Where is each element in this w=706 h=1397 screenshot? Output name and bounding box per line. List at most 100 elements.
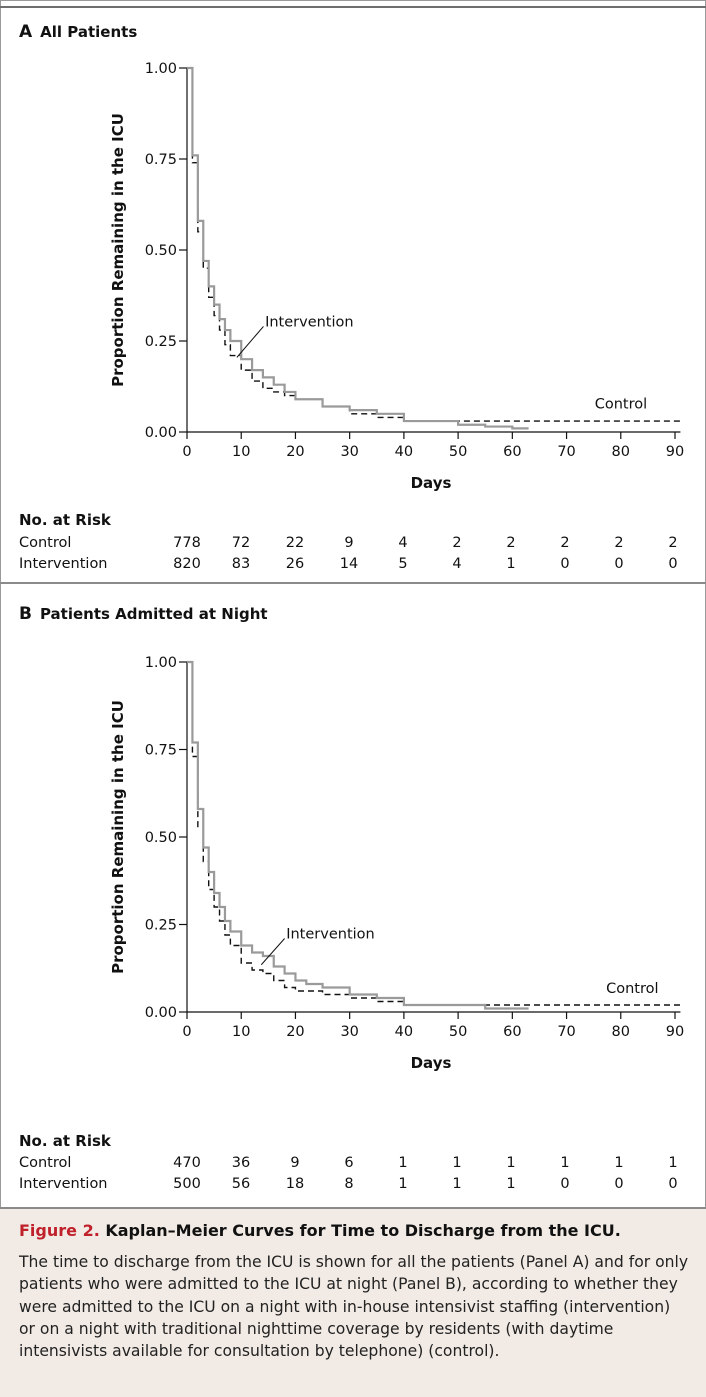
risk-value: 2	[668, 535, 678, 551]
risk-value: 6	[344, 1155, 354, 1171]
figure-label: Figure 2.	[19, 1221, 100, 1240]
risk-value: 72	[231, 535, 251, 551]
x-tick-label: 60	[503, 1024, 521, 1040]
top-rule	[0, 6, 706, 8]
y-axis-label: Proportion Remaining in the ICU	[109, 700, 127, 974]
y-tick-label: 0.75	[145, 152, 177, 168]
series-control-line	[187, 67, 681, 422]
x-tick-label: 0	[182, 1024, 191, 1040]
risk-row-label: Intervention	[19, 1176, 108, 1192]
x-tick-label: 0	[182, 444, 191, 460]
x-tick-label: 40	[395, 1024, 413, 1040]
risk-value: 0	[614, 556, 624, 572]
risk-value: 0	[668, 556, 678, 572]
risk-value: 2	[452, 535, 462, 551]
x-tick-label: 50	[449, 444, 467, 460]
risk-value: 778	[173, 535, 201, 551]
risk-value: 18	[285, 1176, 305, 1192]
caption-title: Figure 2. Kaplan–Meier Curves for Time t…	[19, 1221, 621, 1240]
risk-value: 83	[231, 556, 251, 572]
risk-value: 2	[560, 535, 570, 551]
risk-value: 0	[560, 556, 570, 572]
risk-value: 4	[452, 556, 462, 572]
panel-divider	[0, 582, 706, 584]
risk-value: 4	[398, 535, 408, 551]
risk-value: 1	[560, 1155, 570, 1171]
x-axis-label: Days	[411, 474, 452, 492]
risk-value: 36	[231, 1155, 251, 1171]
x-tick-label: 20	[286, 1024, 304, 1040]
x-tick-label: 90	[666, 1024, 684, 1040]
risk-value: 500	[173, 1176, 201, 1192]
risk-value: 5	[398, 556, 408, 572]
control-annotation: Control	[606, 981, 658, 997]
risk-value: 9	[344, 535, 354, 551]
y-tick-label: 0.75	[145, 743, 177, 759]
intervention-leader-line	[260, 938, 285, 966]
risk-value: 14	[339, 556, 359, 572]
panel-b-risk-row-intervention: Intervention 500 56 18 8 1 1 1 0 0 0	[19, 1176, 699, 1196]
risk-value: 1	[614, 1155, 624, 1171]
panel-a-risk-row-intervention: Intervention 820 83 26 14 5 4 1 0 0 0	[19, 556, 699, 576]
y-tick-label: 1.00	[145, 61, 177, 77]
x-tick-label: 70	[557, 1024, 575, 1040]
risk-value: 1	[398, 1155, 408, 1171]
risk-row-label: Control	[19, 535, 72, 551]
x-axis-label: Days	[411, 1054, 452, 1072]
figure-caption: Figure 2. Kaplan–Meier Curves for Time t…	[0, 1207, 706, 1397]
risk-value: 9	[290, 1155, 300, 1171]
risk-value: 1	[506, 556, 516, 572]
risk-value: 8	[344, 1176, 354, 1192]
risk-value: 22	[285, 535, 305, 551]
risk-value: 1	[506, 1155, 516, 1171]
caption-title-text: Kaplan–Meier Curves for Time to Discharg…	[105, 1221, 621, 1240]
panel-a-letter: A	[19, 22, 33, 42]
risk-value: 2	[614, 535, 624, 551]
risk-value: 1	[452, 1176, 462, 1192]
x-tick-label: 90	[666, 444, 684, 460]
panel-b-risk-header: No. at Risk	[19, 1132, 111, 1150]
panel-b-title-text: Patients Admitted at Night	[39, 605, 268, 623]
risk-value: 26	[285, 556, 305, 572]
risk-value: 0	[668, 1176, 678, 1192]
y-tick-label: 0.50	[145, 830, 177, 846]
panel-b-title: B Patients Admitted at Night	[19, 604, 268, 624]
risk-value: 1	[668, 1155, 678, 1171]
y-tick-label: 0.25	[145, 334, 177, 350]
chart-b: 0.00 0.25 0.50 0.75 1.00 0 10 20 30 40 50 60 70 80 90 D…	[109, 655, 684, 1072]
intervention-annotation: Intervention	[265, 314, 354, 330]
panel-a-title: A All Patients	[19, 22, 137, 42]
panel-b-letter: B	[19, 604, 32, 624]
panel-a-title-text: All Patients	[40, 23, 138, 41]
y-tick-label: 0.00	[145, 1005, 177, 1021]
risk-row-label: Control	[19, 1155, 72, 1171]
risk-value: 1	[398, 1176, 408, 1192]
intervention-leader-line	[236, 326, 264, 358]
x-tick-label: 80	[612, 444, 630, 460]
y-tick-label: 0.00	[145, 425, 177, 441]
x-tick-label: 10	[232, 1024, 250, 1040]
panel-a-risk-header: No. at Risk	[19, 511, 111, 529]
intervention-annotation: Intervention	[286, 927, 375, 943]
risk-value: 1	[506, 1176, 516, 1192]
y-axis-label: Proportion Remaining in the ICU	[109, 113, 127, 387]
risk-value: 2	[506, 535, 516, 551]
caption-text: The time to discharge from the ICU is sh…	[19, 1253, 689, 1361]
x-tick-label: 10	[232, 444, 250, 460]
risk-value: 0	[560, 1176, 570, 1192]
risk-value: 820	[173, 556, 201, 572]
risk-value: 56	[231, 1176, 251, 1192]
risk-value: 0	[614, 1176, 624, 1192]
x-tick-label: 60	[503, 444, 521, 460]
chart-a: 0.00 0.25 0.50 0.75 1.00 0 10 20 30 40 50 60 70 80 90 D…	[109, 61, 684, 492]
x-tick-label: 20	[286, 444, 304, 460]
series-intervention-line	[187, 66, 529, 430]
risk-value: 470	[173, 1155, 201, 1171]
y-tick-label: 0.50	[145, 243, 177, 259]
series-intervention-line	[187, 660, 529, 1010]
y-tick-label: 1.00	[145, 655, 177, 671]
y-tick-label: 0.25	[145, 918, 177, 934]
x-tick-label: 30	[340, 444, 358, 460]
panel-a-risk-row-control: Control 778 72 22 9 4 2 2 2 2 2	[19, 535, 699, 555]
control-annotation: Control	[595, 396, 647, 412]
